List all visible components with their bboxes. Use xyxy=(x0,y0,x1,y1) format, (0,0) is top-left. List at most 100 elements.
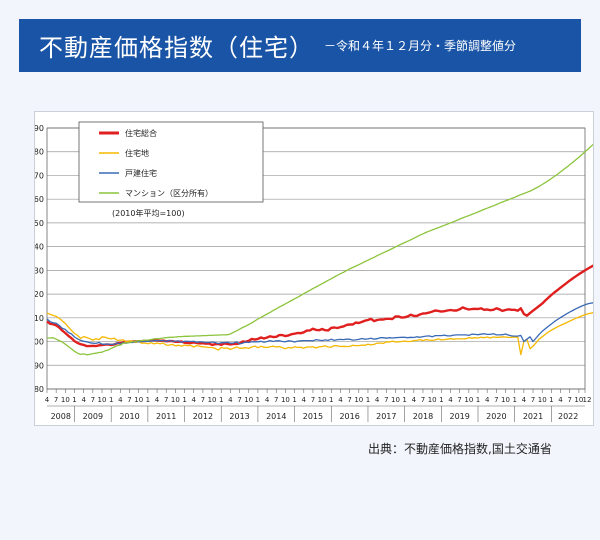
month-tick-label: 4 xyxy=(558,396,563,404)
year-label: 2018 xyxy=(413,412,433,421)
month-tick-label: 4 xyxy=(302,396,307,404)
month-tick-label: 10 xyxy=(574,396,583,404)
month-tick-label: 10 xyxy=(61,396,70,404)
month-tick-label: 7 xyxy=(201,396,205,404)
month-tick-label: 1 xyxy=(72,396,76,404)
month-tick-label: 4 xyxy=(155,396,160,404)
month-tick-label: 10 xyxy=(244,396,253,404)
year-label: 2021 xyxy=(523,412,543,421)
month-tick-label: 7 xyxy=(567,396,571,404)
legend-label-3: 戸建住宅 xyxy=(125,168,157,178)
series-line-4 xyxy=(47,137,600,356)
month-tick-label: 10 xyxy=(281,396,290,404)
month-tick-label: 1 xyxy=(366,396,370,404)
y-tick-label: 160 xyxy=(35,195,44,204)
month-tick-label: 7 xyxy=(164,396,168,404)
series-line-2 xyxy=(46,310,600,356)
month-tick-label: 7 xyxy=(384,396,388,404)
title-banner: 不動産価格指数（住宅） －令和４年１２月分・季節調整値分 xyxy=(19,19,581,72)
month-tick-label: 7 xyxy=(494,396,498,404)
month-tick-label: 12 xyxy=(583,396,592,404)
legend-label-2: 住宅地 xyxy=(125,148,149,158)
base-year-note: (2010年平均=100) xyxy=(112,208,185,218)
month-tick-label: 1 xyxy=(182,396,186,404)
year-label: 2016 xyxy=(339,412,359,421)
year-label: 2019 xyxy=(449,412,469,421)
month-tick-label: 7 xyxy=(127,396,131,404)
y-tick-label: 130 xyxy=(35,266,44,275)
month-tick-label: 4 xyxy=(338,396,343,404)
month-tick-label: 1 xyxy=(329,396,333,404)
month-tick-label: 4 xyxy=(412,396,417,404)
month-tick-label: 10 xyxy=(464,396,473,404)
month-tick-label: 1 xyxy=(476,396,480,404)
y-tick-label: 170 xyxy=(35,171,44,180)
plot-border xyxy=(46,127,586,390)
month-tick-label: 10 xyxy=(391,396,400,404)
month-tick-label: 10 xyxy=(171,396,180,404)
month-tick-label: 4 xyxy=(375,396,380,404)
year-label: 2012 xyxy=(193,412,213,421)
month-tick-label: 4 xyxy=(485,396,490,404)
y-tick-label: 80 xyxy=(35,385,44,394)
month-tick-label: 7 xyxy=(457,396,461,404)
month-tick-label: 10 xyxy=(134,396,143,404)
legend-label-1: 住宅総合 xyxy=(125,128,157,138)
month-tick-label: 4 xyxy=(522,396,527,404)
y-tick-label: 90 xyxy=(35,361,44,370)
month-tick-label: 1 xyxy=(292,396,296,404)
legend-box xyxy=(78,121,264,203)
month-tick-label: 1 xyxy=(512,396,516,404)
year-label: 2009 xyxy=(83,412,103,421)
y-tick-label: 100 xyxy=(35,338,44,347)
month-tick-label: 10 xyxy=(538,396,547,404)
legend-label-4: マンション（区分所有） xyxy=(125,188,213,198)
page-title: 不動産価格指数（住宅） xyxy=(39,34,314,62)
year-label: 2014 xyxy=(266,412,286,421)
year-label: 2020 xyxy=(486,412,506,421)
chart-panel: 8090100110120130140150160170180190471014… xyxy=(29,111,600,426)
y-tick-label: 150 xyxy=(35,219,44,228)
month-tick-label: 1 xyxy=(439,396,443,404)
month-tick-label: 7 xyxy=(311,396,315,404)
month-tick-label: 10 xyxy=(98,396,107,404)
month-tick-label: 4 xyxy=(265,396,270,404)
year-label: 2017 xyxy=(376,412,396,421)
series-line-3 xyxy=(46,301,600,346)
year-label: 2022 xyxy=(558,412,578,421)
year-label: 2013 xyxy=(229,412,249,421)
month-tick-label: 1 xyxy=(549,396,553,404)
month-tick-label: 1 xyxy=(219,396,223,404)
month-tick-label: 4 xyxy=(228,396,233,404)
source-note: 出典：不動産価格指数,国土交通省 xyxy=(368,442,552,456)
series-line-1 xyxy=(46,261,600,348)
month-tick-label: 7 xyxy=(237,396,241,404)
line-chart: 8090100110120130140150160170180190471014… xyxy=(29,121,600,422)
month-tick-label: 10 xyxy=(318,396,327,404)
year-label: 2015 xyxy=(303,412,323,421)
month-tick-label: 10 xyxy=(354,396,363,404)
month-tick-label: 1 xyxy=(402,396,406,404)
month-tick-label: 4 xyxy=(118,396,123,404)
y-tick-label: 110 xyxy=(35,314,44,323)
y-tick-label: 190 xyxy=(35,124,44,133)
month-tick-label: 1 xyxy=(256,396,260,404)
month-tick-label: 4 xyxy=(45,396,50,404)
year-label: 2008 xyxy=(51,412,71,421)
month-tick-label: 4 xyxy=(81,396,86,404)
y-tick-label: 120 xyxy=(35,290,44,299)
y-tick-label: 140 xyxy=(35,243,44,252)
month-tick-label: 10 xyxy=(208,396,217,404)
month-tick-label: 7 xyxy=(54,396,58,404)
month-tick-label: 1 xyxy=(109,396,113,404)
month-tick-label: 7 xyxy=(91,396,95,404)
year-label: 2011 xyxy=(156,412,176,421)
month-tick-label: 7 xyxy=(274,396,278,404)
month-tick-label: 7 xyxy=(347,396,351,404)
month-tick-label: 10 xyxy=(428,396,437,404)
month-tick-label: 10 xyxy=(501,396,510,404)
year-label: 2010 xyxy=(119,412,139,421)
month-tick-label: 7 xyxy=(531,396,535,404)
month-tick-label: 4 xyxy=(448,396,453,404)
month-tick-label: 4 xyxy=(191,396,196,404)
